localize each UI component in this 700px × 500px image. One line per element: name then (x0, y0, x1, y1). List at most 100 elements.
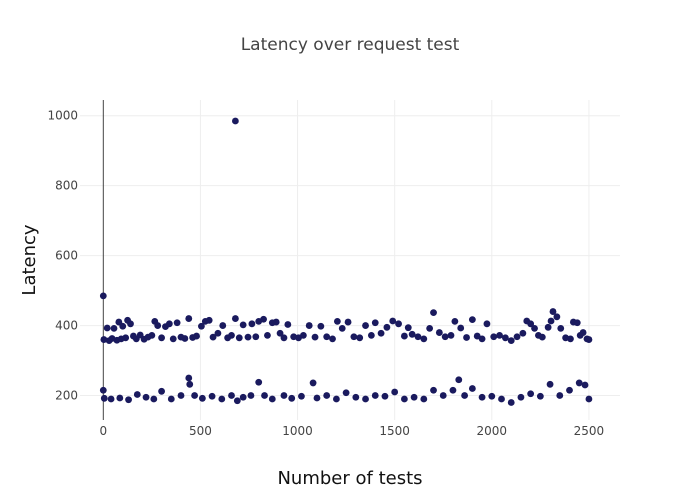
x-tick-label: 1000 (282, 424, 313, 438)
data-point (235, 334, 243, 342)
data-point (280, 334, 288, 342)
data-point (276, 329, 284, 337)
data-point (272, 318, 280, 326)
data-point (119, 322, 127, 330)
data-point (581, 381, 589, 389)
data-point (185, 374, 193, 382)
data-point (507, 399, 515, 406)
y-axis-title: Latency (19, 224, 40, 295)
data-point (367, 331, 375, 339)
data-point (519, 329, 527, 337)
data-point (439, 392, 447, 399)
data-point (299, 331, 307, 339)
data-point (323, 392, 331, 399)
data-point (498, 395, 505, 403)
data-point (333, 395, 340, 403)
y-tick-label: 200 (55, 389, 78, 403)
data-point (231, 315, 239, 322)
data-point (362, 395, 369, 403)
data-point (556, 392, 564, 399)
data-point (342, 389, 350, 397)
x-tick-label: 2000 (477, 424, 508, 438)
data-point (546, 380, 554, 388)
data-point (329, 335, 336, 343)
data-point (517, 393, 525, 401)
data-point (430, 309, 437, 317)
data-point (501, 334, 509, 342)
data-point (352, 393, 360, 401)
data-point (585, 395, 593, 403)
data-point (165, 320, 173, 328)
data-point (478, 393, 486, 401)
data-point (208, 392, 216, 400)
data-point (410, 393, 418, 401)
data-point (198, 322, 205, 330)
data-point (457, 324, 465, 332)
data-point (400, 332, 408, 340)
data-point (233, 397, 241, 405)
data-point (218, 395, 226, 403)
y-tick-label: 1000 (47, 109, 78, 123)
data-point (362, 322, 369, 329)
data-point (127, 320, 134, 328)
data-point (191, 392, 199, 399)
data-point (408, 330, 416, 338)
data-point (100, 336, 108, 343)
data-point (536, 392, 544, 400)
data-point (350, 333, 358, 341)
data-point (371, 392, 379, 399)
data-point (214, 329, 222, 337)
data-point (173, 319, 181, 327)
data-point (338, 324, 346, 332)
data-point (377, 329, 385, 337)
data-point (193, 332, 200, 340)
y-tick-label: 600 (55, 249, 78, 263)
data-point (468, 316, 476, 324)
y-tick-label: 800 (55, 179, 78, 193)
data-point (400, 395, 408, 403)
data-point (154, 322, 162, 329)
data-point (449, 386, 457, 394)
data-point (468, 385, 476, 392)
data-point (288, 394, 296, 402)
data-point (122, 334, 130, 342)
data-point (531, 324, 538, 332)
data-point (185, 315, 193, 322)
data-point (420, 335, 428, 343)
data-point (228, 392, 235, 399)
data-point (389, 317, 397, 325)
data-point (219, 322, 227, 329)
data-point (371, 319, 379, 327)
data-point (186, 380, 194, 388)
data-point (344, 318, 352, 326)
data-point (575, 379, 583, 387)
data-point (110, 324, 118, 332)
data-point (585, 336, 593, 343)
data-point (280, 392, 288, 399)
data-point (231, 117, 239, 125)
data-point (447, 331, 455, 339)
data-point (451, 317, 459, 325)
data-point (158, 387, 165, 395)
data-point (142, 393, 150, 401)
data-point (317, 322, 325, 330)
data-point (100, 394, 108, 402)
data-point (488, 392, 496, 400)
data-point (148, 331, 156, 339)
data-point (158, 334, 165, 342)
data-point (547, 317, 555, 325)
data-point (395, 320, 402, 328)
data-point (99, 386, 107, 394)
data-point (323, 333, 331, 341)
data-point (181, 335, 189, 342)
data-point (404, 324, 412, 332)
x-tick-label: 2500 (574, 424, 605, 438)
y-axis-ticks: 200 400 600 800 1000 (47, 109, 78, 403)
data-point (244, 333, 252, 341)
chart-title: Latency over request test (241, 35, 460, 55)
data-point (483, 320, 491, 328)
data-point (298, 392, 305, 400)
data-point (333, 317, 341, 325)
data-point (99, 292, 107, 300)
data-point (579, 329, 587, 336)
